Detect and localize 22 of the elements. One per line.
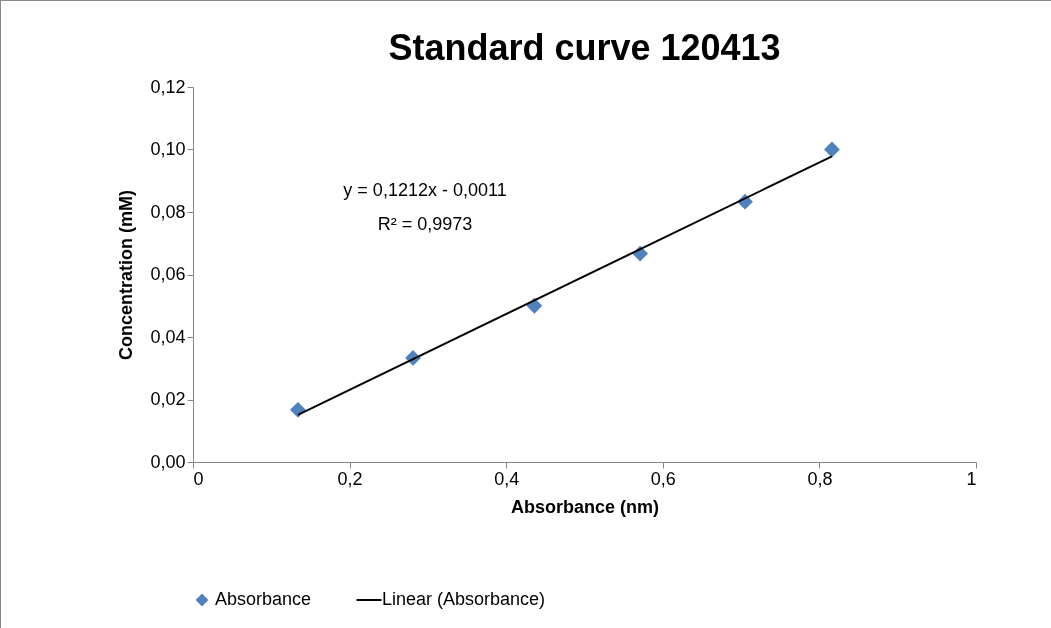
legend-label: Absorbance (215, 589, 312, 609)
annotation: R² = 0,9973 (377, 214, 473, 234)
x-tick-label: 1 (966, 468, 977, 489)
annotation: y = 0,1212x - 0,0011 (343, 180, 507, 200)
point (824, 141, 840, 158)
x-tick-label: 0 (193, 468, 204, 489)
chart-title: Standard curve 120413 (388, 27, 781, 68)
y-tick-label: 0,08 (150, 201, 186, 222)
y-tick-label: 0,06 (150, 264, 186, 284)
x-tick-label: 0,2 (337, 468, 363, 489)
legend-label: Linear (Absorbance) (382, 589, 546, 609)
x-tick-label: 0,4 (494, 468, 520, 489)
y-tick-label: 0,00 (150, 451, 186, 472)
y-tick-label: 0,12 (150, 76, 186, 97)
y-tick-label: 0,02 (150, 389, 186, 409)
x-tick-label: 0,8 (807, 468, 833, 489)
y-axis-title: Concentration (mM) (116, 190, 137, 360)
x-tick-label: 0,6 (650, 468, 676, 489)
x-axis-title: Absorbance (nm) (510, 496, 660, 517)
point (526, 297, 543, 314)
y-tick-label: 0,10 (150, 139, 186, 159)
y-tick-label: 0,04 (150, 326, 186, 347)
